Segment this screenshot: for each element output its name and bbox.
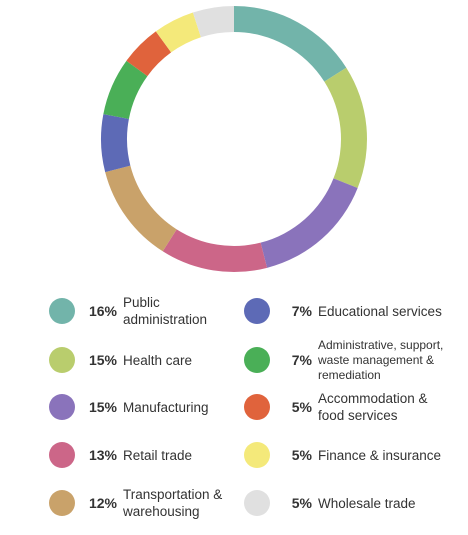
legend-label: Wholesale trade — [318, 495, 416, 511]
legend-swatch — [49, 298, 75, 324]
legend-percent: 7% — [291, 303, 312, 319]
legend-label: Administrative, support, waste managemen… — [318, 337, 444, 382]
legend-swatch — [244, 298, 270, 324]
donut-slice-5 — [101, 114, 131, 173]
legend-percent: 5% — [291, 495, 312, 511]
donut-slice-8 — [155, 12, 201, 53]
legend-label: Educational services — [318, 303, 442, 319]
legend-item: 12% Transportation & warehousing — [49, 483, 222, 523]
legend-item: 13% Retail trade — [49, 435, 192, 475]
legend-item: 7% Administrative, support, waste managem… — [244, 337, 444, 382]
donut-chart — [101, 6, 368, 272]
legend-item: 15% Manufacturing — [49, 387, 209, 427]
donut-slice-0 — [234, 6, 347, 82]
legend-label: Accommodation & food services — [318, 391, 428, 423]
legend-swatch — [49, 442, 75, 468]
donut-slice-7 — [126, 31, 172, 77]
legend-item: 15% Health care — [49, 340, 192, 380]
donut-slice-1 — [324, 67, 368, 188]
legend-label: Manufacturing — [123, 399, 209, 415]
legend-swatch — [244, 442, 270, 468]
legend-item: 5% Accommodation & food services — [244, 387, 428, 427]
legend-percent: 15% — [88, 399, 117, 415]
legend-swatch — [244, 347, 270, 373]
legend-label: Health care — [123, 352, 193, 368]
legend-percent: 7% — [291, 352, 312, 368]
donut-slice-9 — [192, 6, 234, 38]
legend-percent: 5% — [291, 399, 312, 415]
legend-percent: 13% — [88, 447, 117, 463]
legend-item: 7% Educational services — [244, 291, 442, 331]
legend-swatch — [49, 490, 75, 516]
legend-label: Transportation & warehousing — [123, 487, 223, 519]
donut-slice-6 — [103, 60, 148, 119]
legend-percent: 5% — [291, 447, 312, 463]
legend-item: 5% Wholesale trade — [244, 483, 416, 523]
legend-label: Retail trade — [123, 447, 193, 463]
legend-item: 16% Public administration — [49, 291, 207, 331]
legend-label: Public administration — [123, 295, 208, 327]
legend-swatch — [49, 347, 75, 373]
legend-percent: 15% — [88, 352, 117, 368]
legend-swatch — [49, 394, 75, 420]
donut-slice-4 — [105, 165, 177, 252]
donut-slice-2 — [260, 178, 358, 268]
legend-swatch — [244, 490, 270, 516]
legend-swatch — [244, 394, 270, 420]
legend-percent: 12% — [88, 495, 117, 511]
legend-percent: 16% — [88, 303, 117, 319]
donut-slice-3 — [162, 229, 268, 272]
legend-label: Finance & insurance — [318, 447, 442, 463]
legend-item: 5% Finance & insurance — [244, 435, 441, 475]
